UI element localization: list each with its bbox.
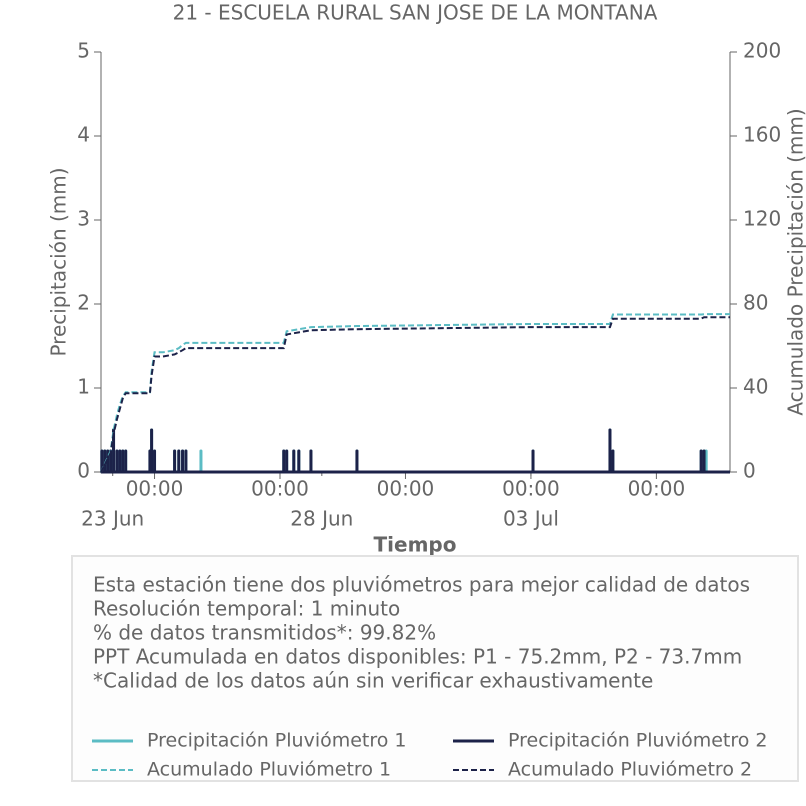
info-line: Esta estación tiene dos pluviómetros par… [93,573,750,597]
y2-tick-label: 40 [743,375,768,399]
y-tick-label: 1 [77,375,90,399]
x-tick-label: 00:00 [126,477,184,501]
y-tick-label: 0 [77,459,90,483]
x-tick-label: 00:00 [502,477,560,501]
plot-area: 0 1 2 3 4 5 0 40 80 120 160 200 00:00 00:00 00:00 00:00… [77,39,781,531]
y-tick-label: 5 [77,39,90,63]
y2-tick-label: 160 [743,123,781,147]
legend-label: Acumulado Pluviómetro 1 [147,759,391,781]
x-axis-label: Tiempo [374,533,457,557]
x-tick-label: 00:00 [251,477,309,501]
info-line: % de datos transmitidos*: 99.82% [93,621,436,645]
cumulative-line [100,313,730,473]
x-date-label: 03 Jul [503,507,559,531]
info-box [71,555,799,782]
x-tick-label: 00:00 [377,477,435,501]
y-axis-label: Precipitación (mm) [47,167,71,356]
chart-title: 21 - ESCUELA RURAL SAN JOSE DE LA MONTAN… [173,1,658,25]
x-date-label: 28 Jun [290,507,353,531]
y2-tick-label: 80 [743,291,768,315]
y2-tick-label: 200 [743,39,781,63]
y2-tick-label: 120 [743,207,781,231]
y-tick-label: 4 [77,123,90,147]
x-date-label: 23 Jun [81,507,144,531]
y2-axis-label: Acumulado Precipitación (mm) [784,108,806,415]
info-line: *Calidad de los datos aún sin verificar … [93,669,653,693]
info-line: PPT Acumulada en datos disponibles: P1 -… [93,645,742,669]
x-tick-label: 00:00 [628,477,686,501]
y-tick-label: 2 [77,291,90,315]
cumulative-line [100,316,730,473]
legend-label: Precipitación Pluviómetro 1 [147,730,407,752]
y2-tick-label: 0 [743,459,756,483]
legend-label: Acumulado Pluviómetro 2 [508,759,752,781]
info-text: Precipitación Pluviómetro 1 Precipitación… [92,573,768,781]
y-tick-label: 3 [77,207,90,231]
legend-label: Precipitación Pluviómetro 2 [508,730,768,752]
info-line: Resolución temporal: 1 minuto [93,597,400,621]
